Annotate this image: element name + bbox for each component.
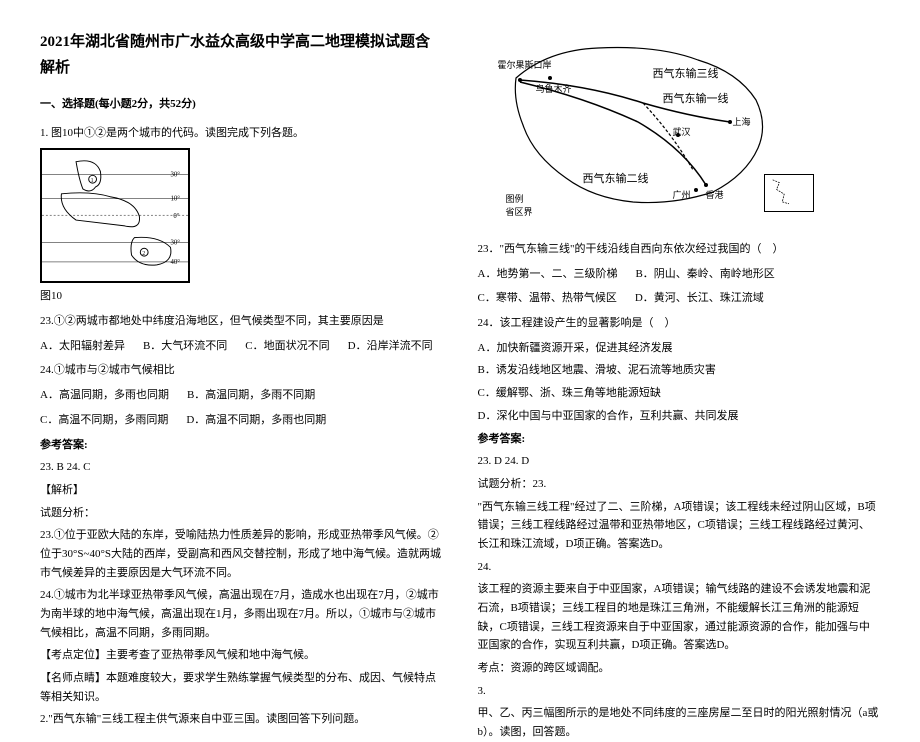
q3-text: 甲、乙、丙三幅图所示的是地处不同纬度的三座房屋二至日时的阳光照射情况（a或b）。… [478, 704, 881, 741]
answer-header-1: 参考答案: [40, 436, 443, 455]
q24-opt-c: C．高温不同期，多雨同期 [40, 411, 168, 430]
svg-text:2: 2 [142, 251, 145, 257]
q23b-opt-d: D．黄河、长江、珠江流域 [635, 289, 764, 308]
svg-text:0°: 0° [173, 214, 179, 221]
q23-text: 23.①②两城市都地处中纬度沿海地区，但气候类型不同，其主要原因是 [40, 312, 443, 331]
section-1-header: 一、选择题(每小题2分，共52分) [40, 95, 443, 114]
analysis-label: 【解析】 [40, 481, 443, 500]
answer2-values: 23. D 24. D [478, 452, 881, 471]
map-label-wuhan: 武汉 [673, 125, 691, 140]
svg-text:30°: 30° [170, 240, 180, 247]
q23b-row2: C．寒带、温带、热带气候区 D．黄河、长江、珠江流域 [478, 289, 881, 308]
q3-label: 3. [478, 682, 881, 701]
map-label-shanghai: 上海 [733, 115, 751, 130]
answer-header-2: 参考答案: [478, 430, 881, 449]
q24-options-row2: C．高温不同期，多雨同期 D．高温不同期，多雨也同期 [40, 411, 443, 430]
q24b-opt-d: D．深化中国与中亚国家的合作，互利共赢、共同发展 [478, 407, 881, 426]
q23-opt-a: A．太阳辐射差异 [40, 337, 125, 356]
q24b-opt-c: C．缓解鄂、浙、珠三角等地能源短缺 [478, 384, 881, 403]
map-legend-text: 省区界 [506, 205, 533, 220]
q23b-opt-a: A．地势第一、二、三级阶梯 [478, 265, 618, 284]
figure-10-label: 图10 [40, 287, 443, 306]
map-label-wulumuqi: 乌鲁木齐 [536, 82, 572, 97]
analysis2-24-label: 24. [478, 558, 881, 577]
q24-options-row1: A．高温同期，多雨也同期 B．高温同期，多雨不同期 [40, 386, 443, 405]
svg-text:40°: 40° [170, 259, 180, 266]
map-label-line1: 西气东输一线 [663, 90, 729, 109]
q23b-opt-b: B．阴山、秦岭、南岭地形区 [635, 265, 774, 284]
q2-intro: 2."西气东输"三线工程主供气源来自中亚三国。读图回答下列问题。 [40, 710, 443, 729]
q24b-opt-a: A．加快新疆资源开采，促进其经济发展 [478, 339, 881, 358]
q23b-row1: A．地势第一、二、三级阶梯 B．阴山、秦岭、南岭地形区 [478, 265, 881, 284]
q24-text: 24.①城市与②城市气候相比 [40, 361, 443, 380]
q23b-opt-c: C．寒带、温带、热带气候区 [478, 289, 617, 308]
q23-opt-b: B．大气环流不同 [143, 337, 227, 356]
q23-opt-c: C．地面状况不同 [245, 337, 329, 356]
analysis2-kp: 考点：资源的跨区域调配。 [478, 659, 881, 678]
analysis-kp: 【考点定位】主要考查了亚热带季风气候和地中海气候。 [40, 646, 443, 665]
answer-23-24: 23. B 24. C [40, 458, 443, 477]
analysis-24: 24.①城市为北半球亚热带季风气候，高温出现在7月，造成水也出现在7月，②城市为… [40, 586, 443, 642]
q1-intro: 1. 图10中①②是两个城市的代码。读图完成下列各题。 [40, 124, 443, 143]
svg-text:30°: 30° [170, 172, 180, 179]
svg-text:10°: 10° [170, 196, 180, 203]
q23-options: A．太阳辐射差异 B．大气环流不同 C．地面状况不同 D．沿岸洋流不同 [40, 337, 443, 356]
q24-opt-a: A．高温同期，多雨也同期 [40, 386, 169, 405]
left-column: 2021年湖北省随州市广水益众高级中学高二地理模拟试题含解析 一、选择题(每小题… [40, 30, 443, 621]
analysis2-intro: 试题分析：23. [478, 475, 881, 494]
q23-opt-d: D．沿岸洋流不同 [348, 337, 433, 356]
map-label-guangzhou: 广州 [673, 188, 691, 203]
analysis-23: 23.①位于亚欧大陆的东岸，受喻陆热力性质差异的影响，形成亚热带季风气候。②位于… [40, 526, 443, 582]
analysis-intro: 试题分析： [40, 504, 443, 523]
map-label-xianggang: 香港 [706, 188, 724, 203]
q24b-text: 24．该工程建设产生的显著影响是（ ） [478, 314, 881, 333]
analysis-tip: 【名师点睛】本题难度较大，要求学生熟练掌握气候类型的分布、成因、气候特点等相关知… [40, 669, 443, 706]
q23b-text: 23．"西气东输三线"的干线沿线自西向东依次经过我国的（ ） [478, 240, 881, 259]
exam-title: 2021年湖北省随州市广水益众高级中学高二地理模拟试题含解析 [40, 30, 443, 81]
map-label-line2: 西气东输二线 [583, 170, 649, 189]
inset-svg [765, 175, 813, 211]
south-sea-inset [764, 174, 814, 212]
q24-opt-d: D．高温不同期，多雨也同期 [186, 411, 326, 430]
figure-10-map: 1 2 30° 10° 0° 30° 40° [40, 148, 190, 283]
right-column: 霍尔果斯口岸 乌鲁木齐 西气东输三线 西气东输一线 武汉 上海 西气东输二线 广… [478, 30, 881, 621]
world-map-svg: 1 2 30° 10° 0° 30° 40° [42, 150, 188, 281]
analysis2-23: "西气东输三线工程"经过了二、三阶梯，A项错误；该工程线未经过阴山区域，B项错误… [478, 498, 881, 554]
map-label-line3: 西气东输三线 [653, 65, 719, 84]
q24b-opt-b: B．诱发沿线地区地震、滑坡、泥石流等地质灾害 [478, 361, 881, 380]
svg-text:1: 1 [91, 178, 94, 184]
map-label-huoerguosi: 霍尔果斯口岸 [498, 58, 552, 73]
china-pipeline-map: 霍尔果斯口岸 乌鲁木齐 西气东输三线 西气东输一线 武汉 上海 西气东输二线 广… [478, 30, 818, 230]
analysis2-24: 该工程的资源主要来自于中亚国家，A项错误；输气线路的建设不会诱发地震和泥石流，B… [478, 580, 881, 655]
q24-opt-b: B．高温同期，多雨不同期 [187, 386, 315, 405]
